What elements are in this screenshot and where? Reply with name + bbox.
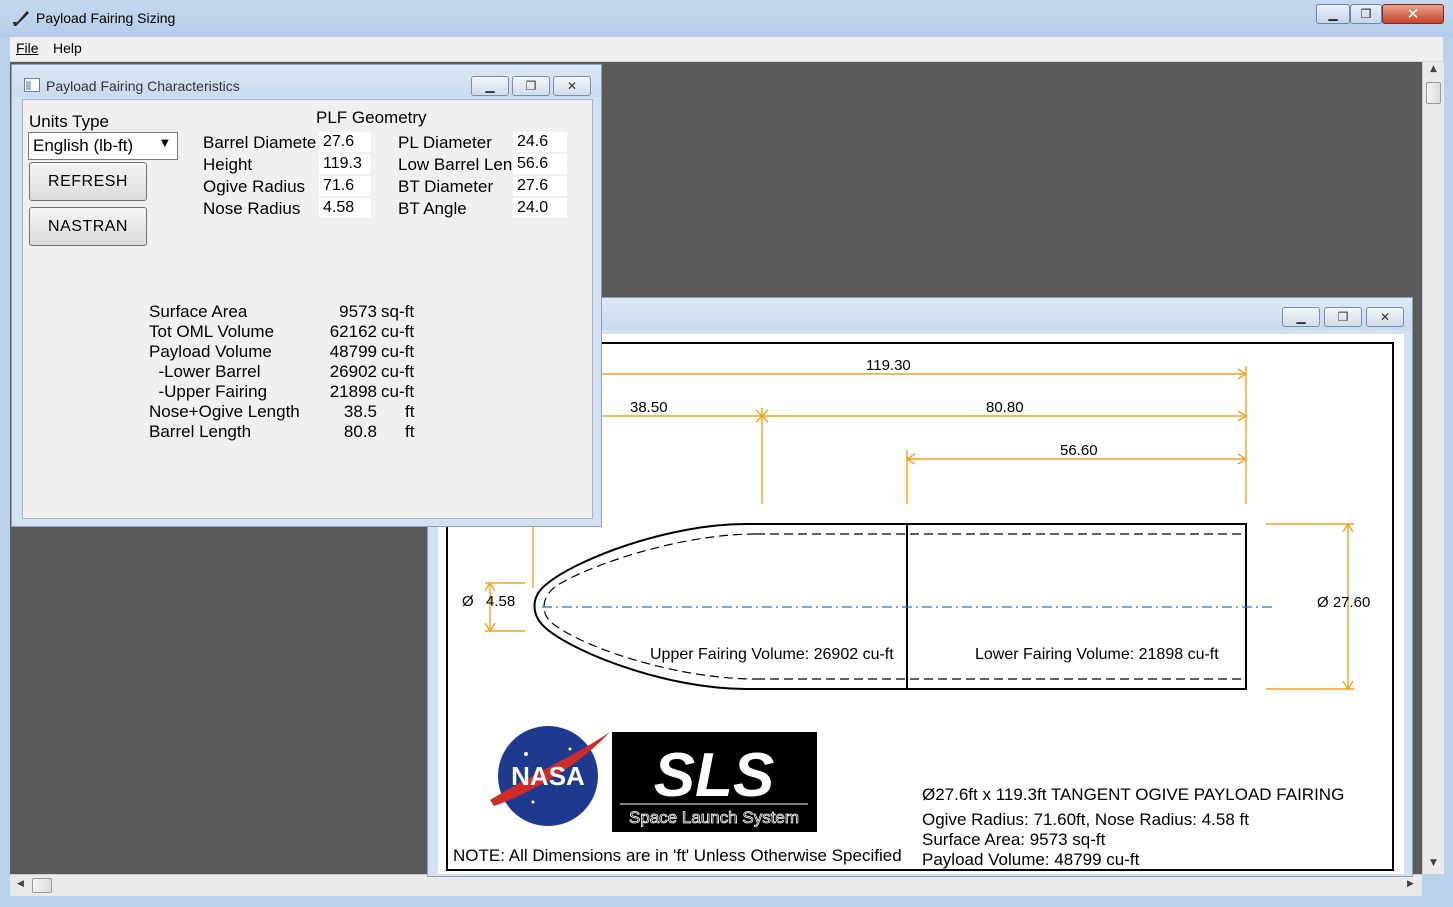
nasa-logo: NASA <box>490 726 610 826</box>
scroll-right-icon[interactable]: ▶ <box>1407 879 1414 889</box>
char-maximize-button[interactable]: ❐ <box>512 76 550 96</box>
nose-radius-field[interactable]: 4.58 <box>319 198 371 218</box>
result-unit: cu-ft <box>381 342 415 361</box>
app-title: Payload Fairing Sizing <box>36 10 176 26</box>
menu-bar: File Help <box>10 37 1443 62</box>
drawing-maximize-button[interactable]: ❐ <box>1324 307 1362 327</box>
sls-logo: SLS Space Launch System <box>612 732 817 832</box>
height-label: Height <box>203 155 253 174</box>
characteristics-panel: Units Type English (lb-ft) ▼ REFRESH NAS… <box>22 99 593 519</box>
menu-help[interactable]: Help <box>53 40 82 56</box>
result-label: Payload Volume <box>149 342 272 361</box>
result-unit: cu-ft <box>381 322 415 341</box>
upper-volume-label: Upper Fairing Volume: 26902 cu-ft <box>650 646 894 663</box>
bt-diameter-field[interactable]: 27.6 <box>513 176 567 196</box>
low-barrel-length-label: Low Barrel Len <box>398 155 513 174</box>
dim-lower-label: 56.60 <box>1060 442 1098 459</box>
dia-nose-label: 4.58 <box>486 593 515 610</box>
barrel-diameter-field[interactable]: 27.6 <box>319 132 371 152</box>
maximize-button[interactable]: ❐ <box>1350 4 1382 24</box>
height-field[interactable]: 119.3 <box>319 154 371 174</box>
vertical-scrollbar[interactable]: ▲ ▼ <box>1422 62 1444 874</box>
geometry-heading: PLF Geometry <box>316 108 427 127</box>
result-unit: ft <box>405 422 415 441</box>
ogive-radius-label: Ogive Radius <box>203 177 306 196</box>
close-icon: ✕ <box>1406 5 1420 23</box>
window-icon <box>24 78 40 92</box>
dim-total-label: 119.30 <box>866 357 911 374</box>
fairing-title-note: Ø27.6ft x 119.3ft TANGENT OGIVE PAYLOAD … <box>922 785 1345 804</box>
sls-subtitle-text: Space Launch System <box>629 808 799 827</box>
dia-symbol: Ø <box>462 593 474 610</box>
nasa-logo-text: NASA <box>511 761 585 791</box>
nose-radius-label: Nose Radius <box>203 199 301 218</box>
lower-volume-label: Lower Fairing Volume: 21898 cu-ft <box>975 646 1219 663</box>
horizontal-scroll-thumb[interactable] <box>32 878 52 893</box>
result-unit: ft <box>405 402 415 421</box>
vertical-scroll-thumb[interactable] <box>1426 82 1441 104</box>
bt-diameter-label: BT Diameter <box>398 177 494 196</box>
menu-file[interactable]: File <box>16 40 39 56</box>
dim-barrel-label: 80.80 <box>986 399 1024 416</box>
barrel-diameter-label: Barrel Diamete <box>203 133 317 152</box>
characteristics-window: Payload Fairing Characteristics ▁ ❐ ✕ Un… <box>11 64 602 527</box>
dia-body-label: Ø 27.60 <box>1317 594 1370 611</box>
result-value: 9573 <box>339 302 377 321</box>
scroll-down-icon[interactable]: ▼ <box>1430 858 1437 868</box>
drawing-close-button[interactable]: ✕ <box>1366 307 1404 327</box>
close-button[interactable]: ✕ <box>1382 4 1444 24</box>
result-label: -Upper Fairing <box>149 382 268 401</box>
minimize-button[interactable]: ▁ <box>1316 4 1350 24</box>
result-value: 38.5 <box>343 402 377 421</box>
result-value: 80.8 <box>343 422 377 441</box>
fairing-drawing: 119.30 38.50 80.80 56.60 Ø 4.58 Ø 27.60 … <box>446 342 1394 871</box>
refresh-button[interactable]: REFRESH <box>29 162 147 201</box>
result-value: 48799 <box>329 342 377 361</box>
pl-diameter-field[interactable]: 24.6 <box>513 132 567 152</box>
dimension-note: NOTE: All Dimensions are in 'ft' Unless … <box>453 846 902 865</box>
payload-volume-note: Payload Volume: 48799 cu-ft <box>922 850 1140 869</box>
chevron-down-icon: ▼ <box>161 138 169 149</box>
bt-angle-field[interactable]: 24.0 <box>513 198 567 218</box>
result-label: Nose+Ogive Length <box>149 402 300 421</box>
dim-nose-label: 38.50 <box>630 399 668 416</box>
result-value: 21898 <box>329 382 377 401</box>
units-type-select[interactable]: English (lb-ft) ▼ <box>28 132 178 160</box>
result-label: Tot OML Volume <box>149 322 275 341</box>
drawing-minimize-button[interactable]: ▁ <box>1282 307 1320 327</box>
scroll-up-icon[interactable]: ▲ <box>1430 64 1437 74</box>
restore-icon: ❐ <box>1360 7 1372 21</box>
char-close-button[interactable]: ✕ <box>553 76 591 96</box>
rocket-icon <box>13 11 29 26</box>
char-minimize-button[interactable]: ▁ <box>471 76 509 96</box>
result-value: 26902 <box>329 362 377 381</box>
units-type-label: Units Type <box>29 112 110 131</box>
bt-angle-label: BT Angle <box>398 199 467 218</box>
result-unit: sq-ft <box>381 302 415 321</box>
nastran-button[interactable]: NASTRAN <box>29 207 147 246</box>
result-value: 62162 <box>329 322 377 341</box>
dimension-lines <box>484 366 1354 691</box>
pl-diameter-label: PL Diameter <box>398 133 492 152</box>
units-type-value: English (lb-ft) <box>33 136 134 155</box>
surface-area-note: Surface Area: 9573 sq-ft <box>922 830 1106 849</box>
ogive-radius-note: Ogive Radius: 71.60ft, Nose Radius: 4.58… <box>922 810 1249 829</box>
sls-logo-text: SLS <box>654 741 775 810</box>
result-unit: cu-ft <box>381 382 415 401</box>
main-title-bar: Payload Fairing Sizing ▁ ❐ ✕ <box>0 0 1453 37</box>
minimize-icon: ▁ <box>1328 7 1338 21</box>
low-barrel-length-field[interactable]: 56.6 <box>513 154 567 174</box>
scroll-left-icon[interactable]: ◀ <box>17 879 24 889</box>
drawing-border <box>446 342 1394 871</box>
characteristics-title: Payload Fairing Characteristics <box>46 78 240 94</box>
result-label: -Lower Barrel <box>149 362 261 381</box>
horizontal-scrollbar[interactable]: ◀ ▶ <box>10 874 1422 896</box>
result-unit: cu-ft <box>381 362 415 381</box>
result-label: Barrel Length <box>149 422 252 441</box>
ogive-radius-field[interactable]: 71.6 <box>319 176 371 196</box>
result-label: Surface Area <box>149 302 248 321</box>
